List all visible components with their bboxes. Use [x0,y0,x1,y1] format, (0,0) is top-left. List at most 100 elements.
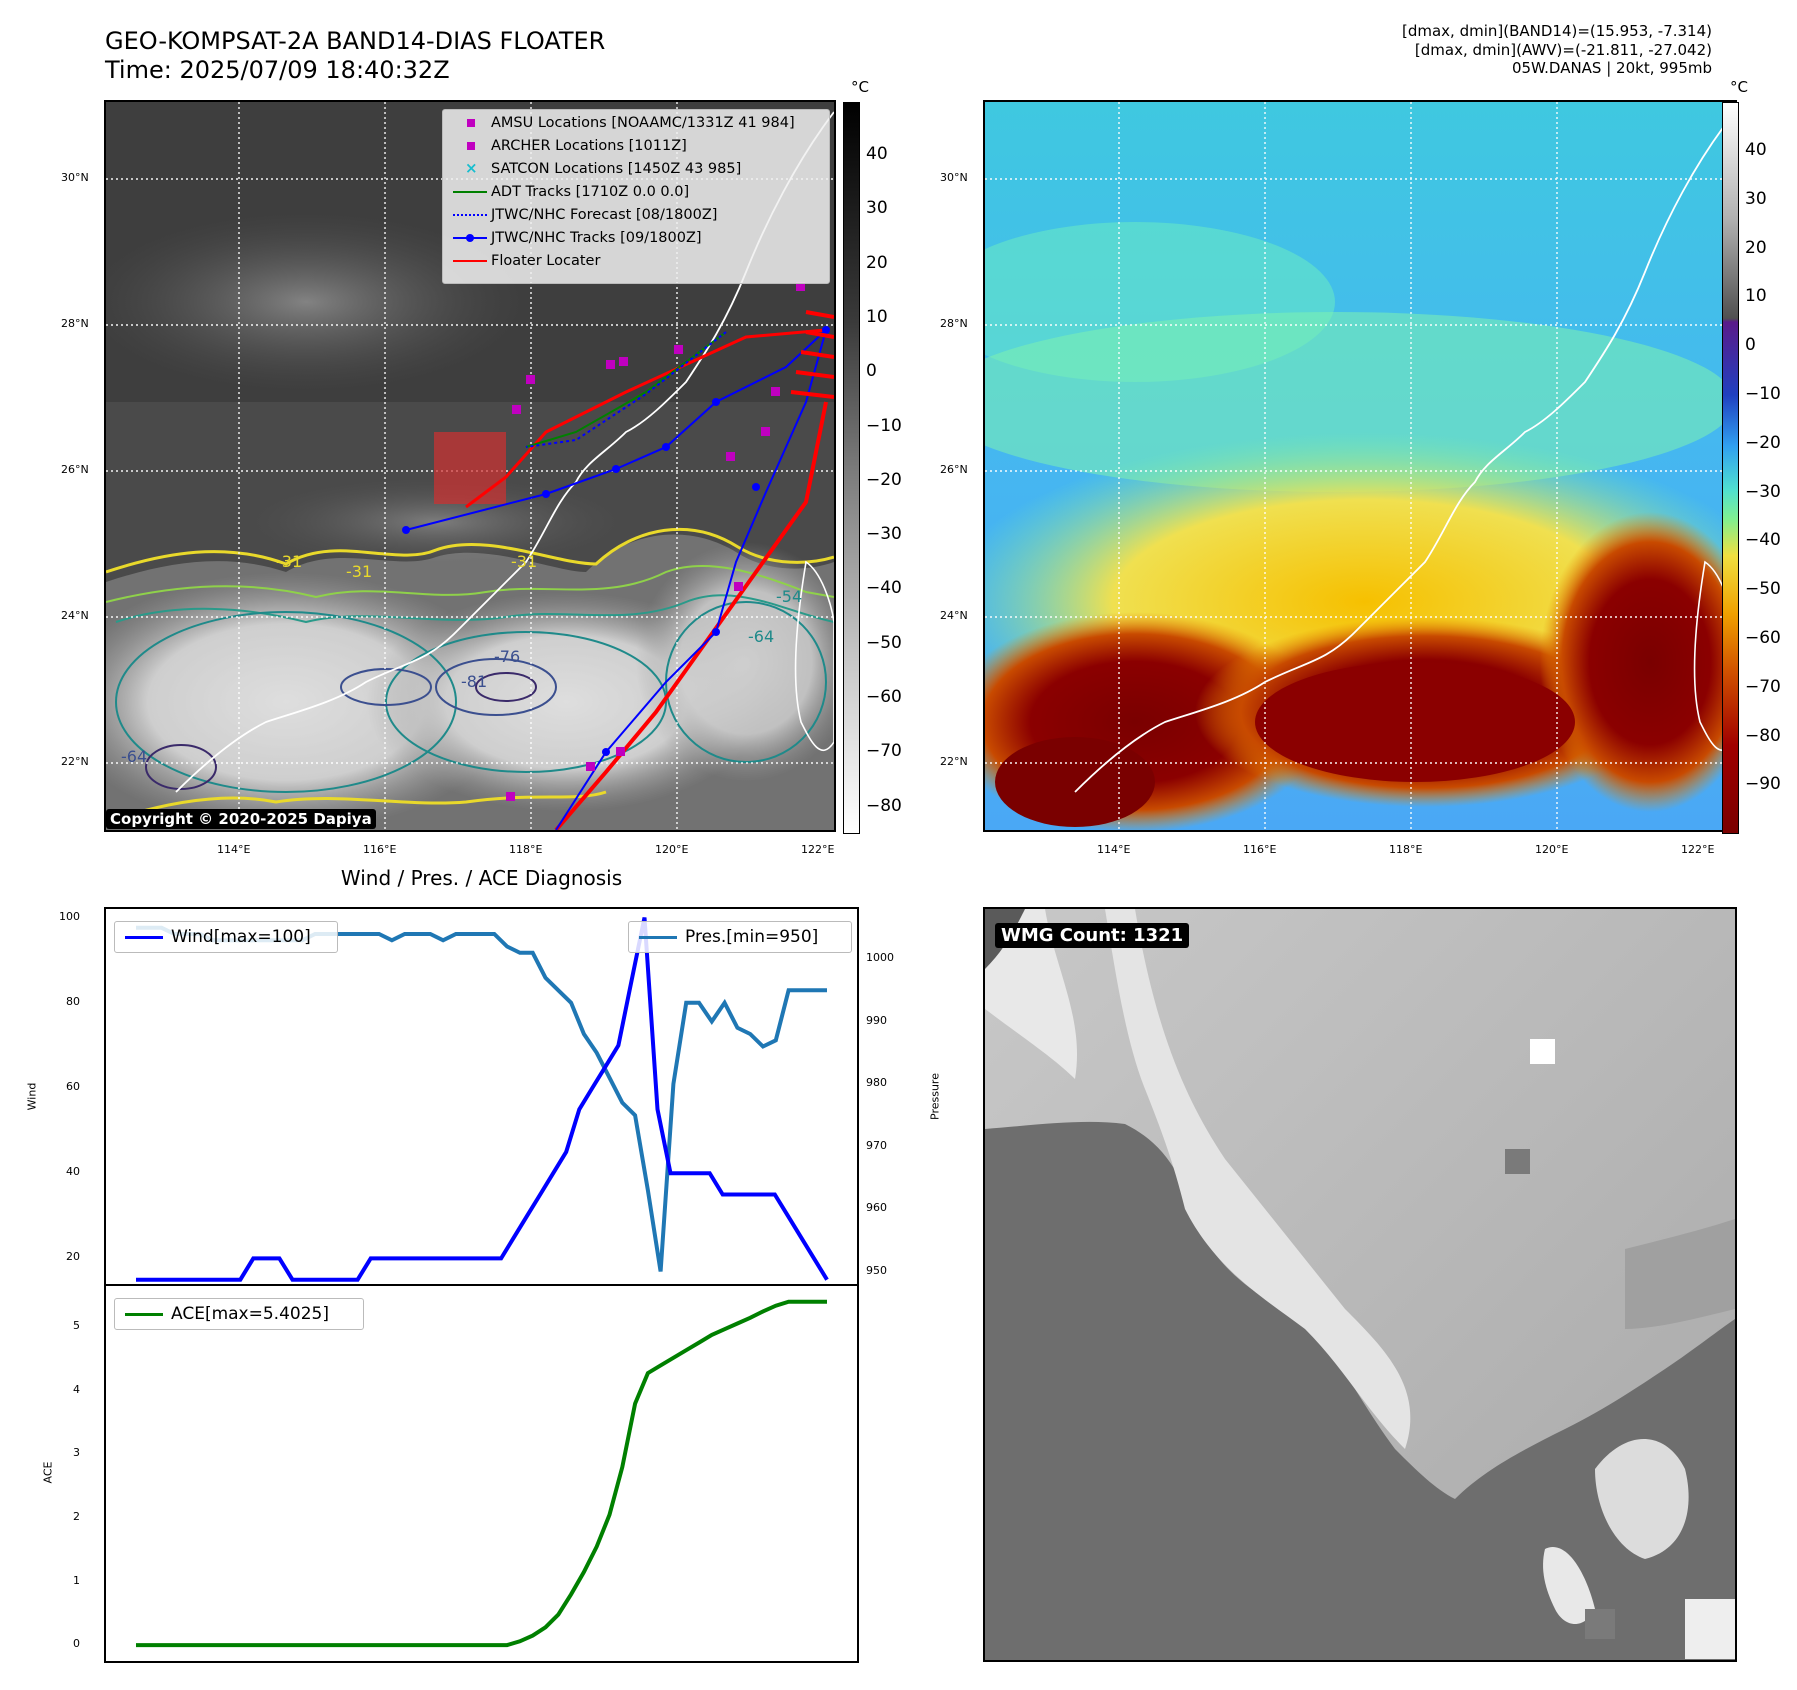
ace-line [136,1299,827,1648]
square-marker-icon [451,113,491,133]
colorbar-tick: −50 [866,632,902,653]
wind-legend: Wind[max=100] [114,921,338,953]
wind-pres-plot [136,917,829,1282]
line-marker-icon [637,927,677,947]
colorbar-tick: 10 [1745,286,1767,307]
lon-label: 120°E [1535,843,1569,856]
colorbar-tick: 40 [866,144,888,164]
diag-title: Wind / Pres. / ACE Diagnosis [340,866,623,890]
lon-label: 114°E [1097,843,1131,856]
lon-label: 116°E [363,843,397,856]
wind-legend-label: Wind[max=100] [171,927,311,947]
colorbar-tick: 30 [1745,188,1767,209]
colorbar-tick: 0 [866,361,877,382]
lat-label: 30°N [940,171,968,184]
title-time: Time: 2025/07/09 18:40:32Z [105,56,450,84]
colorbar-tick: −20 [866,469,902,490]
lon-label: 120°E [655,843,689,856]
ace-panel: ACE[max=5.4025] [104,1284,859,1663]
wind-tick: 60 [66,1079,80,1093]
info-awv-range: [dmax, dmin](AWV)=(-21.811, -27.042) [1414,40,1712,59]
wmg-count-badge: WMG Count: 1321 [995,923,1190,948]
color-map-panel [983,100,1737,832]
lon-label: 116°E [1243,843,1277,856]
colorbar-tick: 20 [1745,237,1767,258]
contour-label: -31 [346,562,372,581]
line-dot-icon [451,228,491,248]
ace-legend-label: ACE[max=5.4025] [171,1304,329,1324]
colorbar-tick: −50 [1745,579,1781,600]
wind-line [136,917,829,1282]
wind-tick: 80 [66,994,80,1008]
lon-label: 122°E [801,843,835,856]
figure-title: GEO-KOMPSAT-2A BAND14-DIAS FLOATER Time:… [105,27,605,85]
contour-label: -76 [494,647,520,666]
colorbar-tick: −70 [866,741,902,762]
lat-label: 26°N [61,463,89,476]
colorbar-tick: −30 [866,524,902,545]
colorbar-unit: °C [851,78,869,96]
contour-label: -64 [748,627,774,646]
square-marker-icon [451,136,491,156]
lon-label: 114°E [217,843,251,856]
legend-item-floater: Floater Locater [451,251,600,271]
legend-item-amsu: AMSU Locations [NOAAMC/1331Z 41 984] [451,113,795,133]
lat-label: 24°N [61,609,89,622]
colorbar-tick: −10 [1745,384,1781,404]
ace-tick: 5 [73,1319,80,1333]
pressure-legend-label: Pres.[min=950] [685,927,819,947]
line-marker-icon [451,251,491,271]
ace-tick: 0 [73,1637,80,1651]
legend-item-adt: ADT Tracks [1710Z 0.0 0.0] [451,182,689,202]
contour-label: -54 [776,587,802,606]
wind-axis-title: Wind [25,1082,39,1111]
pressure-tick: 970 [866,1138,887,1152]
line-marker-icon [451,182,491,202]
pressure-tick: 980 [866,1076,887,1089]
lat-label: 22°N [940,755,968,768]
wind-tick: 100 [59,909,80,923]
line-marker-icon [123,927,163,947]
lon-label: 118°E [1389,843,1423,856]
lat-label: 22°N [61,755,89,768]
wind-pres-panel: Wind[max=100] Pres.[min=950] [104,907,859,1286]
contour-label: -81 [461,672,487,691]
color-colorbar [1722,102,1739,834]
legend-item-archer: ARCHER Locations [1011Z] [451,136,687,156]
lat-label: 28°N [940,317,968,330]
colorbar-tick: 40 [1745,140,1767,160]
colorbar-tick: 0 [1745,335,1756,356]
pressure-axis-title: Pressure [928,1073,942,1120]
wmg-panel: WMG Count: 1321 [983,907,1737,1662]
colorbar-tick: 30 [866,198,888,219]
colorbar-tick: −30 [1745,481,1781,502]
pressure-line [136,925,827,1272]
colorbar-tick: −90 [1745,774,1781,795]
ace-plot [136,1299,827,1648]
colorbar-tick: −20 [1745,432,1781,453]
ace-legend: ACE[max=5.4025] [114,1298,364,1330]
contour-label: -64 [121,747,147,766]
colorbar-tick: −10 [866,415,902,436]
line-marker-icon [123,1304,163,1324]
dotted-line-icon [451,205,491,225]
contour-label: -31 [511,552,537,571]
copyright-badge: Copyright © 2020-2025 Dapiya [106,809,376,829]
info-storm: 05W.DANAS | 20kt, 995mb [1511,59,1712,77]
legend-item-forecast: JTWC/NHC Forecast [08/1800Z] [451,205,717,225]
title-satellite: GEO-KOMPSAT-2A BAND14-DIAS FLOATER [105,27,606,55]
colorbar-tick: −40 [866,578,902,599]
wmg-image [985,909,1735,1660]
lon-label: 118°E [509,843,543,856]
ace-tick: 1 [73,1573,80,1587]
colorbar-unit: °C [1730,78,1748,96]
pressure-tick: 990 [866,1013,887,1027]
colorbar-tick: 20 [866,252,888,273]
ace-tick: 4 [73,1382,80,1396]
colorbar-tick: −60 [1745,628,1781,648]
storm-info: [dmax, dmin](BAND14)=(15.953, -7.314) [d… [1402,22,1712,78]
ace-tick: 3 [73,1446,80,1460]
colorbar-tick: 10 [866,306,888,327]
wind-tick: 40 [66,1165,80,1179]
map-legend: AMSU Locations [NOAAMC/1331Z 41 984] ARC… [442,109,830,284]
